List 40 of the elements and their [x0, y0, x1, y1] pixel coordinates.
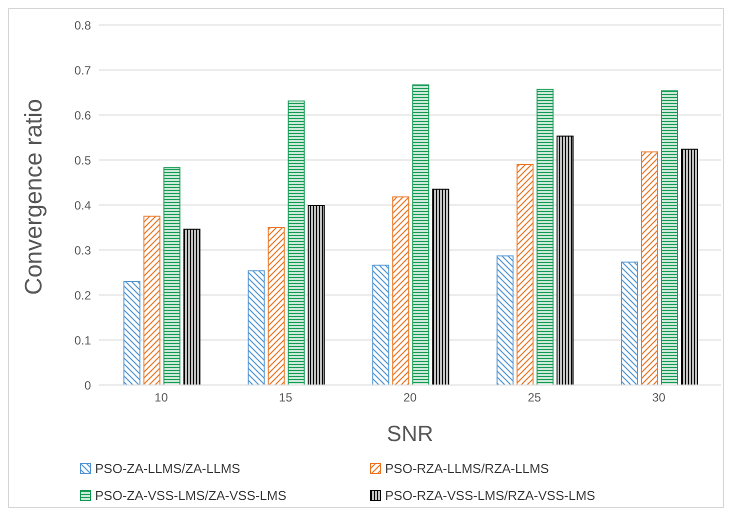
y-tick-label: 0.2	[74, 288, 92, 302]
bar	[680, 148, 698, 385]
bar	[392, 196, 410, 385]
y-tick-label: 0.8	[74, 18, 92, 32]
bar	[620, 262, 638, 385]
bar	[163, 167, 180, 385]
y-tick-label: 0.6	[74, 108, 92, 122]
bar	[143, 216, 160, 385]
bar	[183, 228, 200, 385]
y-tick-label: 0.3	[74, 243, 92, 258]
y-tick-label: 0.5	[74, 153, 92, 168]
bar	[288, 100, 305, 385]
x-tick-label: 30	[652, 390, 666, 405]
bar	[516, 164, 534, 385]
bar	[412, 84, 430, 385]
bar	[268, 227, 285, 385]
y-tick-label: 0.1	[74, 333, 92, 348]
y-tick-label: 0.7	[74, 63, 92, 78]
bar	[640, 151, 658, 385]
y-axis-title: Convergence ratio	[20, 98, 48, 295]
legend-label: PSO-ZA-LLMS/ZA-LLMS	[95, 461, 240, 476]
legend-label: PSO-RZA-VSS-LMS/RZA-VSS-LMS	[385, 488, 596, 503]
bar	[123, 281, 140, 385]
y-tick-label: 0	[84, 378, 92, 392]
bar	[372, 264, 390, 385]
x-tick-label: 25	[528, 390, 542, 405]
y-tick-label: 0.4	[74, 198, 92, 212]
bar	[496, 255, 514, 385]
x-tick-label: 10	[154, 390, 168, 405]
bar	[660, 90, 678, 385]
x-tick-label: 15	[278, 390, 293, 405]
bar	[432, 188, 450, 385]
legend-label: PSO-RZA-LLMS/RZA-LLMS	[385, 461, 549, 476]
bar	[248, 270, 265, 385]
bar	[556, 136, 574, 385]
legend-label: PSO-ZA-VSS-LMS/ZA-VSS-LMS	[95, 488, 286, 503]
x-tick-label: 20	[403, 390, 417, 405]
bar	[536, 88, 554, 385]
x-axis-title: SNR	[386, 421, 434, 446]
bar	[308, 204, 325, 385]
